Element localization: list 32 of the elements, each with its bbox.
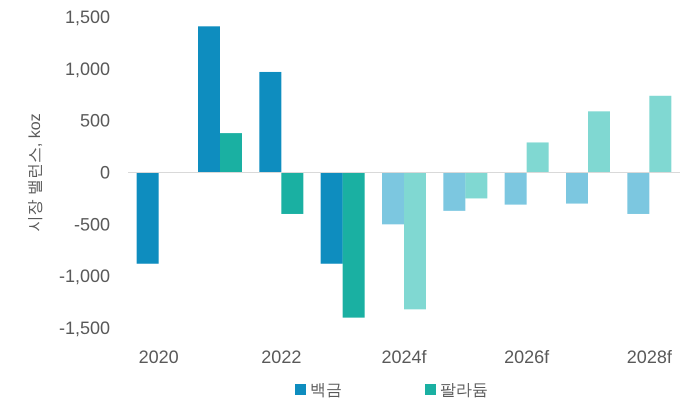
- x-tick-label: 2026f: [504, 347, 550, 367]
- bar: [320, 172, 343, 264]
- bar: [136, 172, 159, 264]
- y-axis-title: 시장 밸런스, koz: [27, 113, 44, 232]
- x-tick-label: 2028f: [626, 347, 673, 367]
- y-tick-label: -1,500: [58, 318, 110, 338]
- bar: [649, 96, 672, 172]
- bar: [382, 172, 404, 224]
- bar: [198, 26, 220, 172]
- bar: [588, 111, 610, 172]
- x-tick-label: 2020: [138, 347, 179, 367]
- bar: [220, 133, 242, 172]
- bar: [443, 172, 466, 211]
- legend-label: 팔라듐: [440, 382, 488, 399]
- legend-label: 백금: [310, 382, 342, 399]
- y-tick-label: 1,500: [64, 7, 110, 27]
- y-tick-label: -500: [74, 214, 110, 234]
- y-tick-label: -1,000: [58, 266, 110, 286]
- bar: [404, 172, 426, 310]
- bar: [465, 172, 488, 198]
- bar: [566, 172, 588, 204]
- bar: [627, 172, 650, 214]
- y-tick-label: 1,000: [64, 58, 110, 79]
- x-tick-label: 2024f: [381, 347, 428, 367]
- y-tick-label: 500: [80, 110, 110, 131]
- x-tick-label: 2022: [261, 347, 302, 367]
- bar: [342, 172, 365, 318]
- bar: [526, 142, 549, 172]
- y-tick-label: 0: [100, 162, 110, 182]
- bar: [281, 172, 304, 214]
- bar: [259, 72, 282, 172]
- bar: [504, 172, 527, 205]
